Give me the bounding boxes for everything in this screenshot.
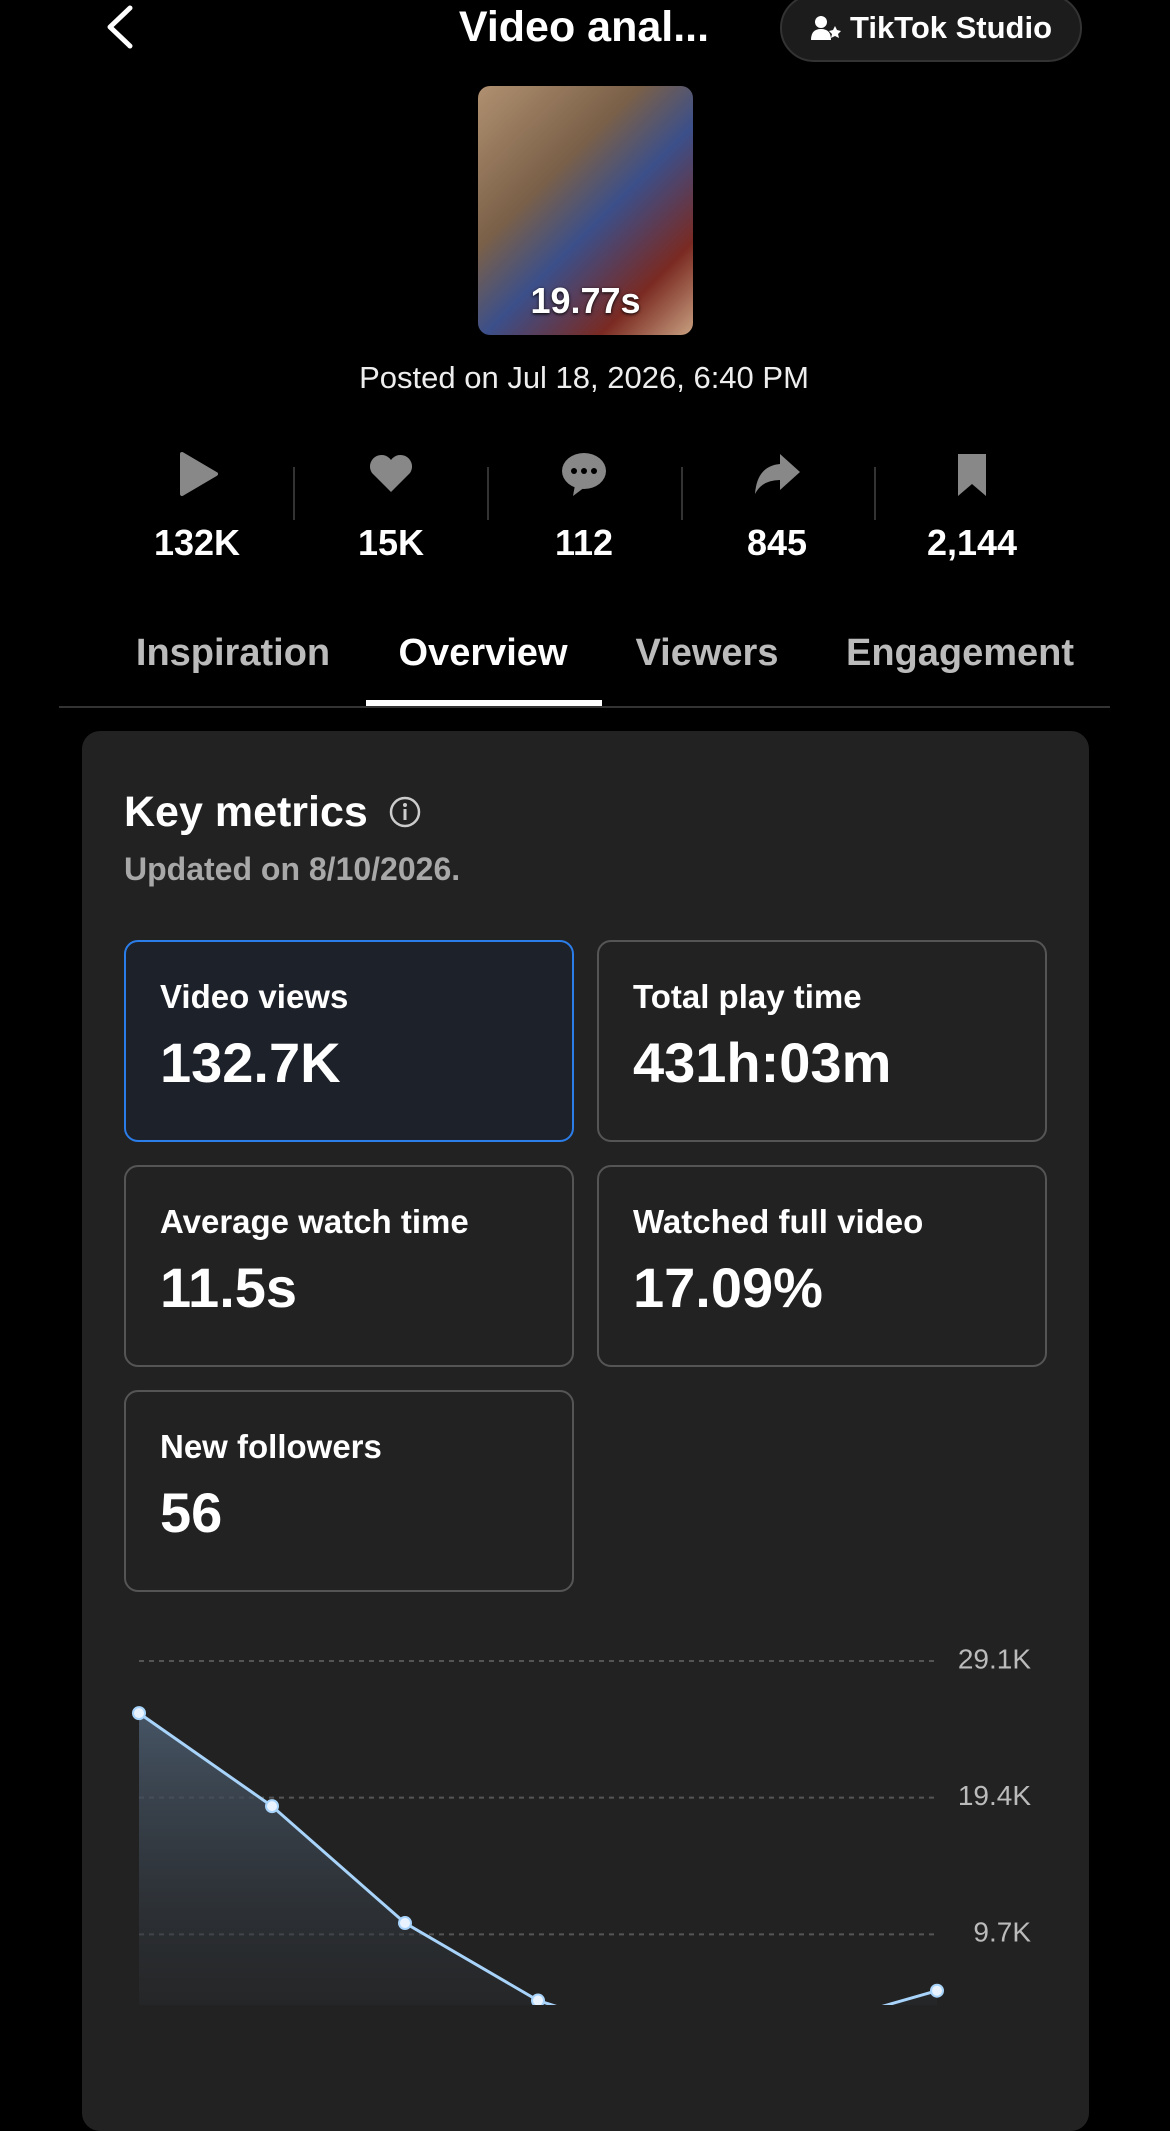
comments-icon [562,453,606,496]
point [398,1916,412,1931]
stat-count: 845 [746,522,808,563]
area [139,1713,937,2005]
metric-card[interactable]: Video views 132.7K [124,940,574,1142]
divider [487,467,489,520]
shares-icon [755,454,800,494]
point [265,1799,279,1814]
posted-date: Posted on Jul 18, 2026, 6:40 PM [359,360,809,395]
tab[interactable]: Inspiration [135,632,331,674]
tab-divider [59,706,1110,708]
metric-label: Total play time [633,978,862,1015]
metric-card[interactable]: Total play time 431h:03m [597,940,1047,1142]
divider [681,467,683,520]
y-tick-label: 19.4K [958,1780,1031,1811]
section-title: Key metrics [124,788,422,837]
likes-icon [369,454,413,492]
y-tick-label: 9.7K [973,1917,1031,1948]
back-button[interactable] [100,4,140,50]
video-thumbnail[interactable] [478,86,693,335]
divider [874,467,876,520]
metric-card[interactable]: Watched full video 17.09% [597,1165,1047,1367]
point [531,1993,545,2005]
stat-count: 15K [357,522,425,563]
section-title-text: Key metrics [124,788,368,836]
tab[interactable]: Viewers [635,632,779,674]
info-icon[interactable] [388,795,422,829]
stat-count: 2,144 [926,522,1018,563]
metric-label: New followers [160,1428,382,1465]
point [132,1706,146,1721]
metric-label: Average watch time [160,1203,469,1240]
tab-fade [1010,600,1110,705]
metric-card[interactable]: Average watch time 11.5s [124,1165,574,1367]
metric-label: Video views [160,978,349,1015]
stat-count: 112 [554,522,614,563]
saves-icon [958,454,986,496]
page-title: Video anal... [458,3,710,51]
tab[interactable]: Overview [398,632,568,674]
views-icon [180,452,218,496]
y-tick-label: 29.1K [958,1643,1031,1674]
metric-value: 17.09% [633,1256,823,1319]
stat-count: 132K [153,522,241,563]
video-duration: 19.77s [530,280,641,321]
metric-value: 56 [160,1481,223,1544]
tab-indicator [366,700,602,706]
studio-label: TikTok Studio [849,10,1053,45]
metric-card[interactable]: New followers 56 [124,1390,574,1592]
divider [293,467,295,520]
studio-icon [810,16,841,40]
screen: {"header":{"title":"Video anal...","stud… [59,0,1110,2131]
studio-button[interactable]: TikTok Studio [780,0,1082,62]
updated-date: Updated on 8/10/2026. [124,851,461,887]
metric-value: 132.7K [160,1031,341,1094]
metric-label: Watched full video [633,1203,924,1240]
metric-value: 11.5s [160,1256,298,1319]
tab[interactable]: Engagement [845,632,1075,674]
line-chart: 9.7K 19.4K 29.1K [132,1643,1031,2005]
metric-value: 431h:03m [633,1031,892,1094]
point [930,1983,944,1998]
